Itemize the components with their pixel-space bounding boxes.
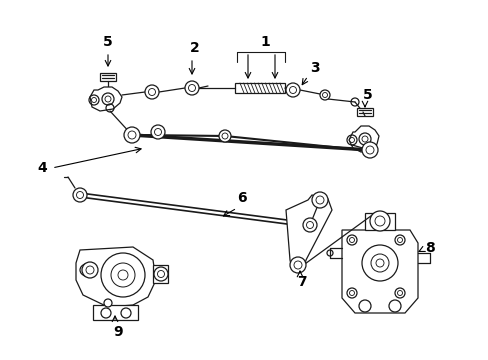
Polygon shape [90,87,122,111]
Polygon shape [364,213,394,230]
Text: 3: 3 [309,61,319,75]
Text: 7: 7 [297,275,306,289]
Circle shape [361,142,377,158]
Circle shape [154,267,168,281]
Polygon shape [341,230,417,313]
Polygon shape [93,305,138,320]
Polygon shape [348,126,378,152]
Text: 5: 5 [363,88,372,102]
Circle shape [104,299,112,307]
Text: 8: 8 [424,241,434,255]
Circle shape [145,85,159,99]
Circle shape [311,192,327,208]
Polygon shape [153,265,168,283]
Circle shape [358,300,370,312]
Circle shape [151,125,164,139]
Circle shape [346,235,356,245]
Circle shape [73,188,87,202]
Circle shape [289,257,305,273]
Circle shape [369,211,389,231]
Circle shape [219,130,230,142]
Circle shape [124,127,140,143]
Circle shape [303,218,316,232]
Circle shape [121,308,131,318]
Circle shape [361,245,397,281]
Circle shape [319,90,329,100]
Circle shape [101,253,145,297]
Polygon shape [235,83,285,93]
Polygon shape [285,195,331,269]
Circle shape [111,263,135,287]
Text: 9: 9 [113,325,122,339]
Circle shape [101,308,111,318]
Text: 4: 4 [37,161,47,175]
Circle shape [370,254,388,272]
Polygon shape [100,73,116,81]
Circle shape [82,262,98,278]
Circle shape [184,81,199,95]
Text: 5: 5 [103,35,113,49]
Polygon shape [76,247,156,307]
Polygon shape [356,108,372,116]
Text: 1: 1 [260,35,269,49]
Circle shape [346,288,356,298]
Text: 2: 2 [190,41,200,55]
Circle shape [388,300,400,312]
Text: 6: 6 [237,191,246,205]
Circle shape [285,83,299,97]
Circle shape [394,235,404,245]
Circle shape [394,288,404,298]
